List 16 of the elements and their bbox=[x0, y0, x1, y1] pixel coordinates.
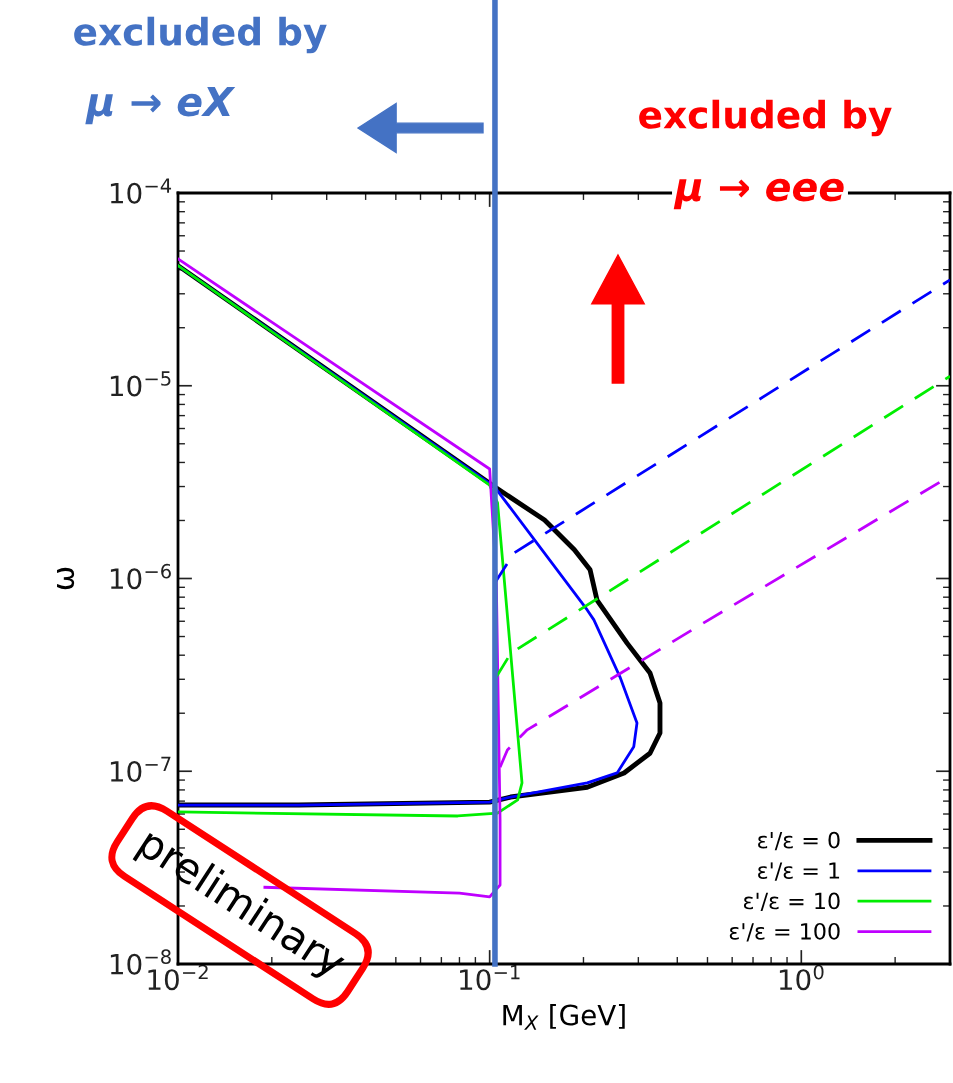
annotation: μ → eee bbox=[673, 178, 844, 210]
y-tick-label: 10$^{−5}$ bbox=[110, 371, 171, 397]
x-tick-label: 10$^{−1}$ bbox=[460, 964, 520, 991]
y-tick-label: 10$^{−4}$ bbox=[110, 178, 172, 204]
legend-label: ε'/ε = 1 bbox=[758, 862, 840, 881]
x-axis-title: M$_{X}$ [GeV] bbox=[503, 1004, 625, 1030]
text: excluded by bbox=[639, 99, 892, 137]
x-tick-label: 10$^{0}$ bbox=[779, 964, 824, 991]
text: excluded by bbox=[74, 16, 327, 54]
text: μ → eX bbox=[85, 87, 236, 125]
legend-label: ε'/ε = 10 bbox=[743, 892, 840, 912]
y-tick-label: 10$^{−6}$ bbox=[110, 563, 171, 590]
y-tick-label: 10$^{−7}$ bbox=[110, 756, 171, 783]
y-axis-title: ω bbox=[57, 567, 75, 590]
legend-label: ε'/ε = 100 bbox=[729, 922, 840, 942]
legend-label: ε'/ε = 0 bbox=[758, 831, 840, 851]
